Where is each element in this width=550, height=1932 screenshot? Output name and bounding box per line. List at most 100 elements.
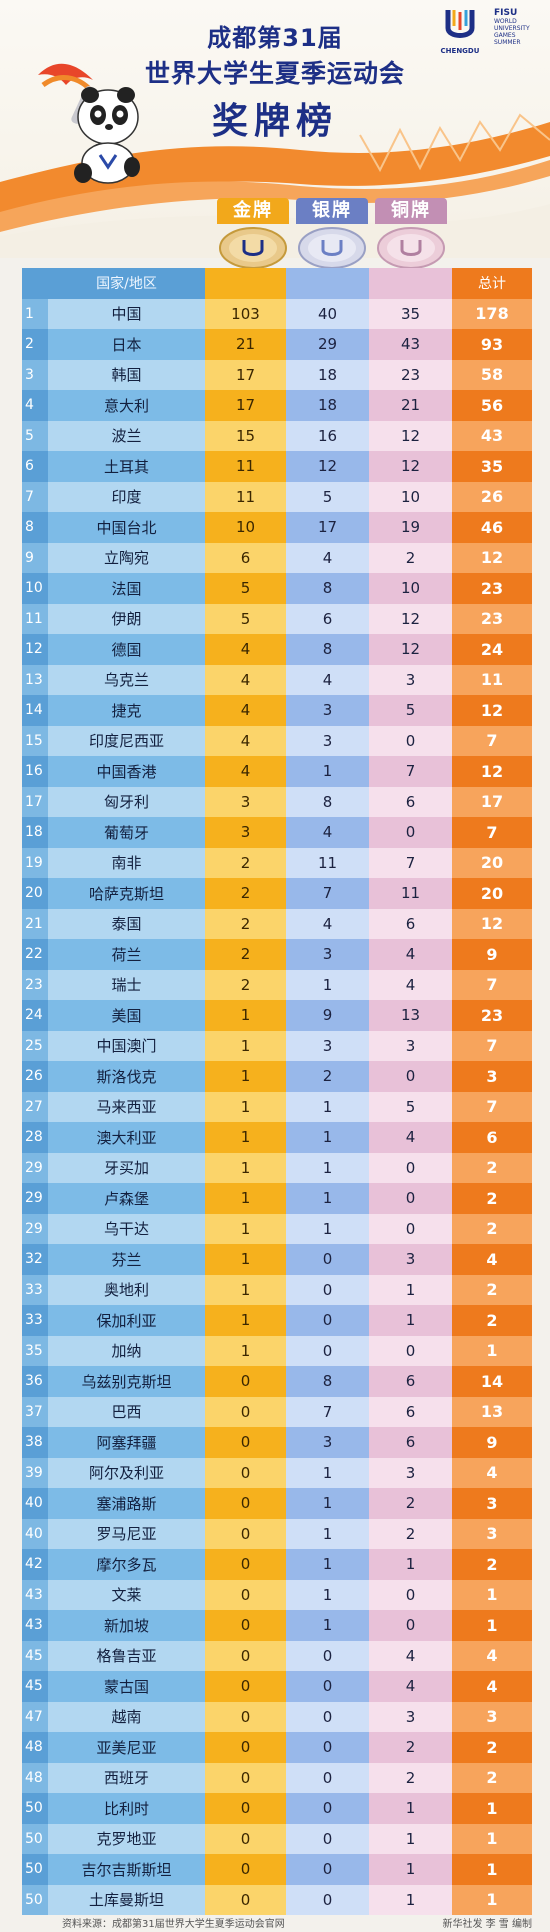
- total-count-cell: 12: [452, 542, 532, 573]
- total-count-cell: 11: [452, 664, 532, 695]
- country-cell: 亚美尼亚: [48, 1732, 205, 1763]
- gold-count-cell: 2: [205, 847, 286, 878]
- country-cell: 中国澳门: [48, 1030, 205, 1061]
- country-cell: 罗马尼亚: [48, 1518, 205, 1549]
- gold-count-cell: 1: [205, 1122, 286, 1153]
- country-cell: 中国: [48, 298, 205, 329]
- table-row: 43 新加坡 0 1 0 1: [22, 1610, 532, 1641]
- bronze-count-cell: 11: [369, 878, 452, 909]
- rank-cell: 45: [22, 1640, 48, 1671]
- credit-note: 新华社发 李 雪 编制: [442, 1918, 532, 1930]
- table-row: 11 伊朗 5 6 12 23: [22, 603, 532, 634]
- fisu-sub-line: UNIVERSITY: [494, 25, 530, 32]
- country-cell: 克罗地亚: [48, 1823, 205, 1854]
- title-line-1: 成都第31届: [207, 24, 343, 52]
- bronze-count-cell: 0: [369, 1183, 452, 1214]
- rank-cell: 40: [22, 1518, 48, 1549]
- total-count-cell: 20: [452, 878, 532, 909]
- silver-count-cell: 1: [286, 1091, 369, 1122]
- country-cell: 土耳其: [48, 451, 205, 482]
- silver-count-cell: 5: [286, 481, 369, 512]
- rank-cell: 35: [22, 1335, 48, 1366]
- silver-count-cell: 7: [286, 878, 369, 909]
- bronze-count-cell: 4: [369, 1671, 452, 1702]
- country-cell: 印度尼西亚: [48, 725, 205, 756]
- chengdu-universiade-logo: CHENGDU: [436, 8, 484, 55]
- country-cell: 伊朗: [48, 603, 205, 634]
- bronze-count-cell: 0: [369, 725, 452, 756]
- country-cell: 比利时: [48, 1793, 205, 1824]
- bronze-count-cell: 35: [369, 298, 452, 329]
- gold-medal-icon: [219, 227, 287, 269]
- country-cell: 瑞士: [48, 969, 205, 1000]
- silver-count-cell: 29: [286, 329, 369, 360]
- total-count-cell: 3: [452, 1518, 532, 1549]
- bronze-count-cell: 21: [369, 390, 452, 421]
- rank-cell: 5: [22, 420, 48, 451]
- gold-medal-label: 金牌: [217, 198, 289, 224]
- table-row: 2 日本 21 29 43 93: [22, 329, 532, 360]
- gold-count-cell: 11: [205, 481, 286, 512]
- table-row: 43 文莱 0 1 0 1: [22, 1579, 532, 1610]
- rank-cell: 50: [22, 1884, 48, 1915]
- table-row: 35 加纳 1 0 0 1: [22, 1335, 532, 1366]
- bronze-count-cell: 3: [369, 1701, 452, 1732]
- total-count-cell: 17: [452, 786, 532, 817]
- rank-cell: 1: [22, 298, 48, 329]
- table-header-row: 国家/地区 总计: [22, 268, 532, 299]
- table-row: 45 格鲁吉亚 0 0 4 4: [22, 1640, 532, 1671]
- total-count-cell: 7: [452, 817, 532, 848]
- total-count-cell: 2: [452, 1762, 532, 1793]
- country-cell: 加纳: [48, 1335, 205, 1366]
- silver-count-cell: 9: [286, 1000, 369, 1031]
- silver-count-cell: 0: [286, 1640, 369, 1671]
- total-count-cell: 14: [452, 1366, 532, 1397]
- bronze-count-cell: 4: [369, 939, 452, 970]
- bronze-count-cell: 2: [369, 542, 452, 573]
- bronze-count-cell: 3: [369, 1457, 452, 1488]
- bronze-count-cell: 7: [369, 847, 452, 878]
- country-cell: 法国: [48, 573, 205, 604]
- total-count-cell: 6: [452, 1122, 532, 1153]
- rank-cell: 29: [22, 1183, 48, 1214]
- bronze-count-cell: 2: [369, 1732, 452, 1763]
- country-cell: 乌兹别克斯坦: [48, 1366, 205, 1397]
- table-row: 40 罗马尼亚 0 1 2 3: [22, 1518, 532, 1549]
- rank-cell: 43: [22, 1610, 48, 1641]
- gold-count-cell: 1: [205, 1091, 286, 1122]
- table-row: 14 捷克 4 3 5 12: [22, 695, 532, 726]
- country-cell: 保加利亚: [48, 1305, 205, 1336]
- total-count-cell: 23: [452, 1000, 532, 1031]
- country-cell: 立陶宛: [48, 542, 205, 573]
- silver-count-cell: 2: [286, 1061, 369, 1092]
- total-count-cell: 7: [452, 725, 532, 756]
- rank-cell: 50: [22, 1823, 48, 1854]
- country-cell: 日本: [48, 329, 205, 360]
- bronze-count-cell: 10: [369, 573, 452, 604]
- silver-count-cell: 1: [286, 1122, 369, 1153]
- silver-count-cell: 1: [286, 1610, 369, 1641]
- country-cell: 哈萨克斯坦: [48, 878, 205, 909]
- rank-cell: 45: [22, 1671, 48, 1702]
- rank-cell: 9: [22, 542, 48, 573]
- rank-cell: 48: [22, 1732, 48, 1763]
- total-count-cell: 178: [452, 298, 532, 329]
- silver-count-cell: 0: [286, 1274, 369, 1305]
- country-cell: 中国台北: [48, 512, 205, 543]
- gold-count-cell: 1: [205, 1213, 286, 1244]
- gold-count-cell: 0: [205, 1549, 286, 1580]
- rank-cell: 37: [22, 1396, 48, 1427]
- gold-count-cell: 3: [205, 786, 286, 817]
- footer: 资料来源：成都第31届世界大学生夏季运动会官网 新华社发 李 雪 编制: [0, 1912, 550, 1932]
- table-row: 4 意大利 17 18 21 56: [22, 390, 532, 421]
- gold-count-cell: 1: [205, 1305, 286, 1336]
- gold-count-cell: 0: [205, 1762, 286, 1793]
- table-row: 16 中国香港 4 1 7 12: [22, 756, 532, 787]
- silver-count-cell: 0: [286, 1701, 369, 1732]
- rank-cell: 48: [22, 1762, 48, 1793]
- total-count-cell: 7: [452, 1091, 532, 1122]
- gold-count-cell: 0: [205, 1427, 286, 1458]
- gold-count-cell: 1: [205, 1274, 286, 1305]
- silver-count-cell: 8: [286, 634, 369, 665]
- gold-count-cell: 1: [205, 1152, 286, 1183]
